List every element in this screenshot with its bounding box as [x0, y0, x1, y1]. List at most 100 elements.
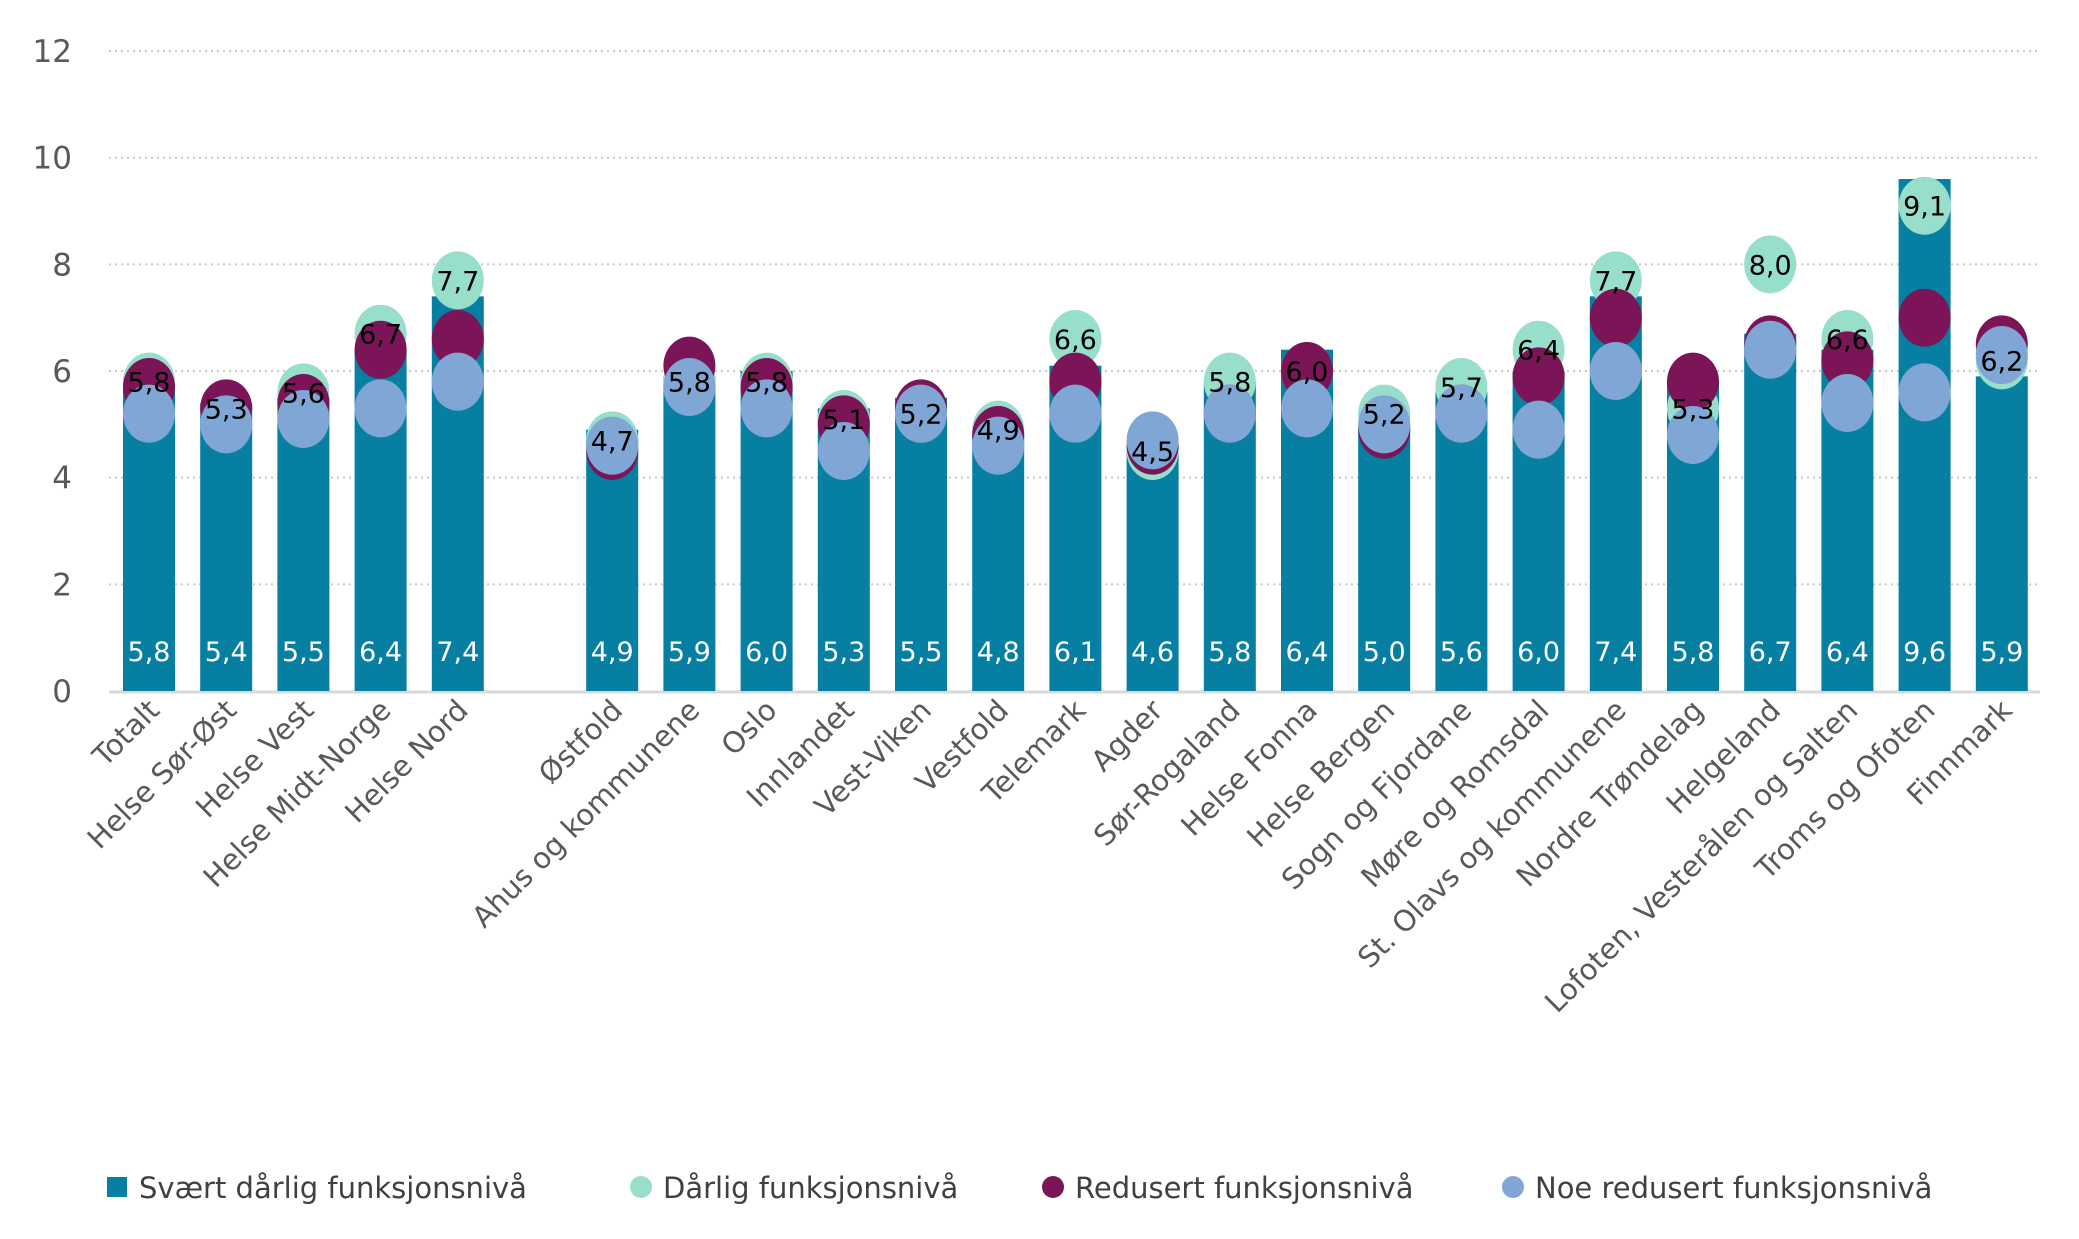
bar-value-label: 5,5: [900, 637, 943, 668]
bar: [895, 397, 947, 691]
dot-value-label: 7,7: [436, 266, 479, 297]
dot-noe-redusert-funksjonsnivå: [200, 395, 253, 454]
dot-value-label: 5,8: [1208, 368, 1251, 399]
dot-value-label: 4,9: [977, 416, 1020, 447]
dot-noe-redusert-funksjonsnivå: [817, 422, 870, 481]
dot-noe-redusert-funksjonsnivå: [431, 352, 484, 411]
x-tick-label: Oslo: [714, 693, 783, 762]
dot-value-label: 5,6: [282, 378, 325, 409]
dot-noe-redusert-funksjonsnivå: [1898, 363, 1951, 422]
dot-noe-redusert-funksjonsnivå: [586, 416, 639, 475]
bar-value-label: 6,0: [1517, 637, 1560, 668]
dot-value-label: 5,8: [128, 368, 171, 399]
bar: [1744, 333, 1797, 691]
dot-value-label: 4,7: [591, 426, 634, 457]
dot-value-label: 5,2: [900, 400, 943, 431]
dot-redusert-funksjonsnivå: [354, 320, 407, 379]
dot-redusert-funksjonsnivå: [1821, 331, 1874, 390]
legend-item: Svært dårlig funksjonsnivå: [107, 1171, 527, 1205]
bar-value-label: 7,4: [1594, 637, 1637, 668]
dot-value-label: 7,7: [1594, 266, 1637, 297]
dot-dårlig-funksjonsnivå: [1898, 176, 1951, 235]
dot-value-label: 5,1: [822, 405, 865, 436]
dot-dårlig-funksjonsnivå: [1744, 235, 1797, 294]
y-tick-label: 0: [52, 674, 72, 710]
data-labels: 5,8 5,4 5,5 6,4 7,4 4,9 5,9 6,0 5,3 5,5 4,8 6,1 4,6 5…: [128, 192, 2024, 668]
y-axis-ticks: 0 2 4 6 8 10 12: [33, 34, 72, 710]
dot-noe-redusert-funksjonsnivå: [663, 358, 716, 417]
dot-value-label: 8,0: [1749, 250, 1792, 281]
bar-value-label: 6,4: [359, 637, 402, 668]
dot-noe-redusert-funksjonsnivå: [1744, 320, 1797, 379]
dot-noe-redusert-funksjonsnivå: [1126, 411, 1179, 470]
dot-noe-redusert-funksjonsnivå: [277, 390, 330, 449]
dot-value-label: 5,8: [745, 368, 788, 399]
dot-noe-redusert-funksjonsnivå: [1203, 384, 1256, 443]
legend-item: Dårlig funksjonsnivå: [630, 1171, 958, 1205]
bar-value-label: 6,7: [1749, 637, 1792, 668]
dot-noe-redusert-funksjonsnivå: [1821, 374, 1874, 433]
bar-value-label: 5,8: [1208, 637, 1251, 668]
dot-value-label: 6,6: [1826, 325, 1869, 356]
dot-redusert-funksjonsnivå: [431, 310, 484, 369]
dot-noe-redusert-funksjonsnivå: [972, 416, 1025, 475]
bar-value-label: 5,0: [1363, 637, 1406, 668]
dot-redusert-funksjonsnivå: [1667, 352, 1719, 411]
dot-value-label: 5,8: [668, 368, 711, 399]
y-tick-label: 8: [52, 247, 72, 283]
dot-value-label: 9,1: [1903, 192, 1946, 223]
bar-value-label: 5,9: [1980, 637, 2023, 668]
bar-value-label: 6,1: [1054, 637, 1097, 668]
bar-value-label: 5,6: [1440, 637, 1483, 668]
dots: [123, 176, 2028, 481]
legend-swatch: [1502, 1176, 1524, 1198]
bar-value-label: 4,9: [591, 637, 634, 668]
dot-noe-redusert-funksjonsnivå: [1667, 406, 1719, 465]
bar-value-label: 5,8: [1672, 637, 1715, 668]
dot-noe-redusert-funksjonsnivå: [1589, 342, 1642, 401]
dot-value-label: 5,3: [205, 394, 248, 425]
legend-label: Noe redusert funksjonsnivå: [1535, 1171, 1932, 1205]
dot-noe-redusert-funksjonsnivå: [1435, 384, 1488, 443]
legend-label: Redusert funksjonsnivå: [1075, 1171, 1413, 1205]
legend-swatch: [1042, 1176, 1064, 1198]
bar-value-label: 6,4: [1826, 637, 1869, 668]
dot-noe-redusert-funksjonsnivå: [740, 379, 793, 438]
bar: [1975, 376, 2028, 691]
bar-value-label: 5,5: [282, 637, 325, 668]
bar-value-label: 6,4: [1286, 637, 1329, 668]
dot-noe-redusert-funksjonsnivå: [123, 384, 175, 443]
y-tick-label: 12: [33, 34, 72, 70]
dot-value-label: 5,3: [1672, 394, 1715, 425]
bar-value-label: 5,3: [822, 637, 865, 668]
bar-value-label: 5,9: [668, 637, 711, 668]
dot-value-label: 5,2: [1363, 400, 1406, 431]
legend-label: Dårlig funksjonsnivå: [663, 1171, 958, 1205]
y-tick-label: 2: [52, 567, 72, 603]
dot-noe-redusert-funksjonsnivå: [895, 384, 947, 443]
legend-item: Redusert funksjonsnivå: [1042, 1171, 1413, 1205]
dot-value-label: 6,7: [359, 320, 402, 351]
legend-swatch: [107, 1177, 127, 1197]
legend: Svært dårlig funksjonsnivå Dårlig funksjo…: [107, 1171, 1932, 1205]
dot-noe-redusert-funksjonsnivå: [1512, 400, 1565, 459]
y-tick-label: 6: [52, 354, 72, 390]
dot-redusert-funksjonsnivå: [1512, 347, 1565, 406]
dot-redusert-funksjonsnivå: [1589, 288, 1642, 347]
bar-value-label: 4,8: [977, 637, 1020, 668]
dot-noe-redusert-funksjonsnivå: [1975, 326, 2028, 385]
dot-value-label: 5,7: [1440, 373, 1483, 404]
legend-swatch: [630, 1176, 652, 1198]
dot-value-label: 6,6: [1054, 325, 1097, 356]
bar-value-label: 6,0: [745, 637, 788, 668]
legend-item: Noe redusert funksjonsnivå: [1502, 1171, 1932, 1205]
y-tick-label: 4: [52, 461, 72, 497]
bar: [1358, 424, 1411, 691]
bar-value-label: 5,4: [205, 637, 248, 668]
dot-noe-redusert-funksjonsnivå: [1049, 384, 1102, 443]
bar-value-label: 7,4: [436, 637, 479, 668]
bar: [1126, 445, 1179, 691]
bar-value-label: 5,8: [128, 637, 171, 668]
